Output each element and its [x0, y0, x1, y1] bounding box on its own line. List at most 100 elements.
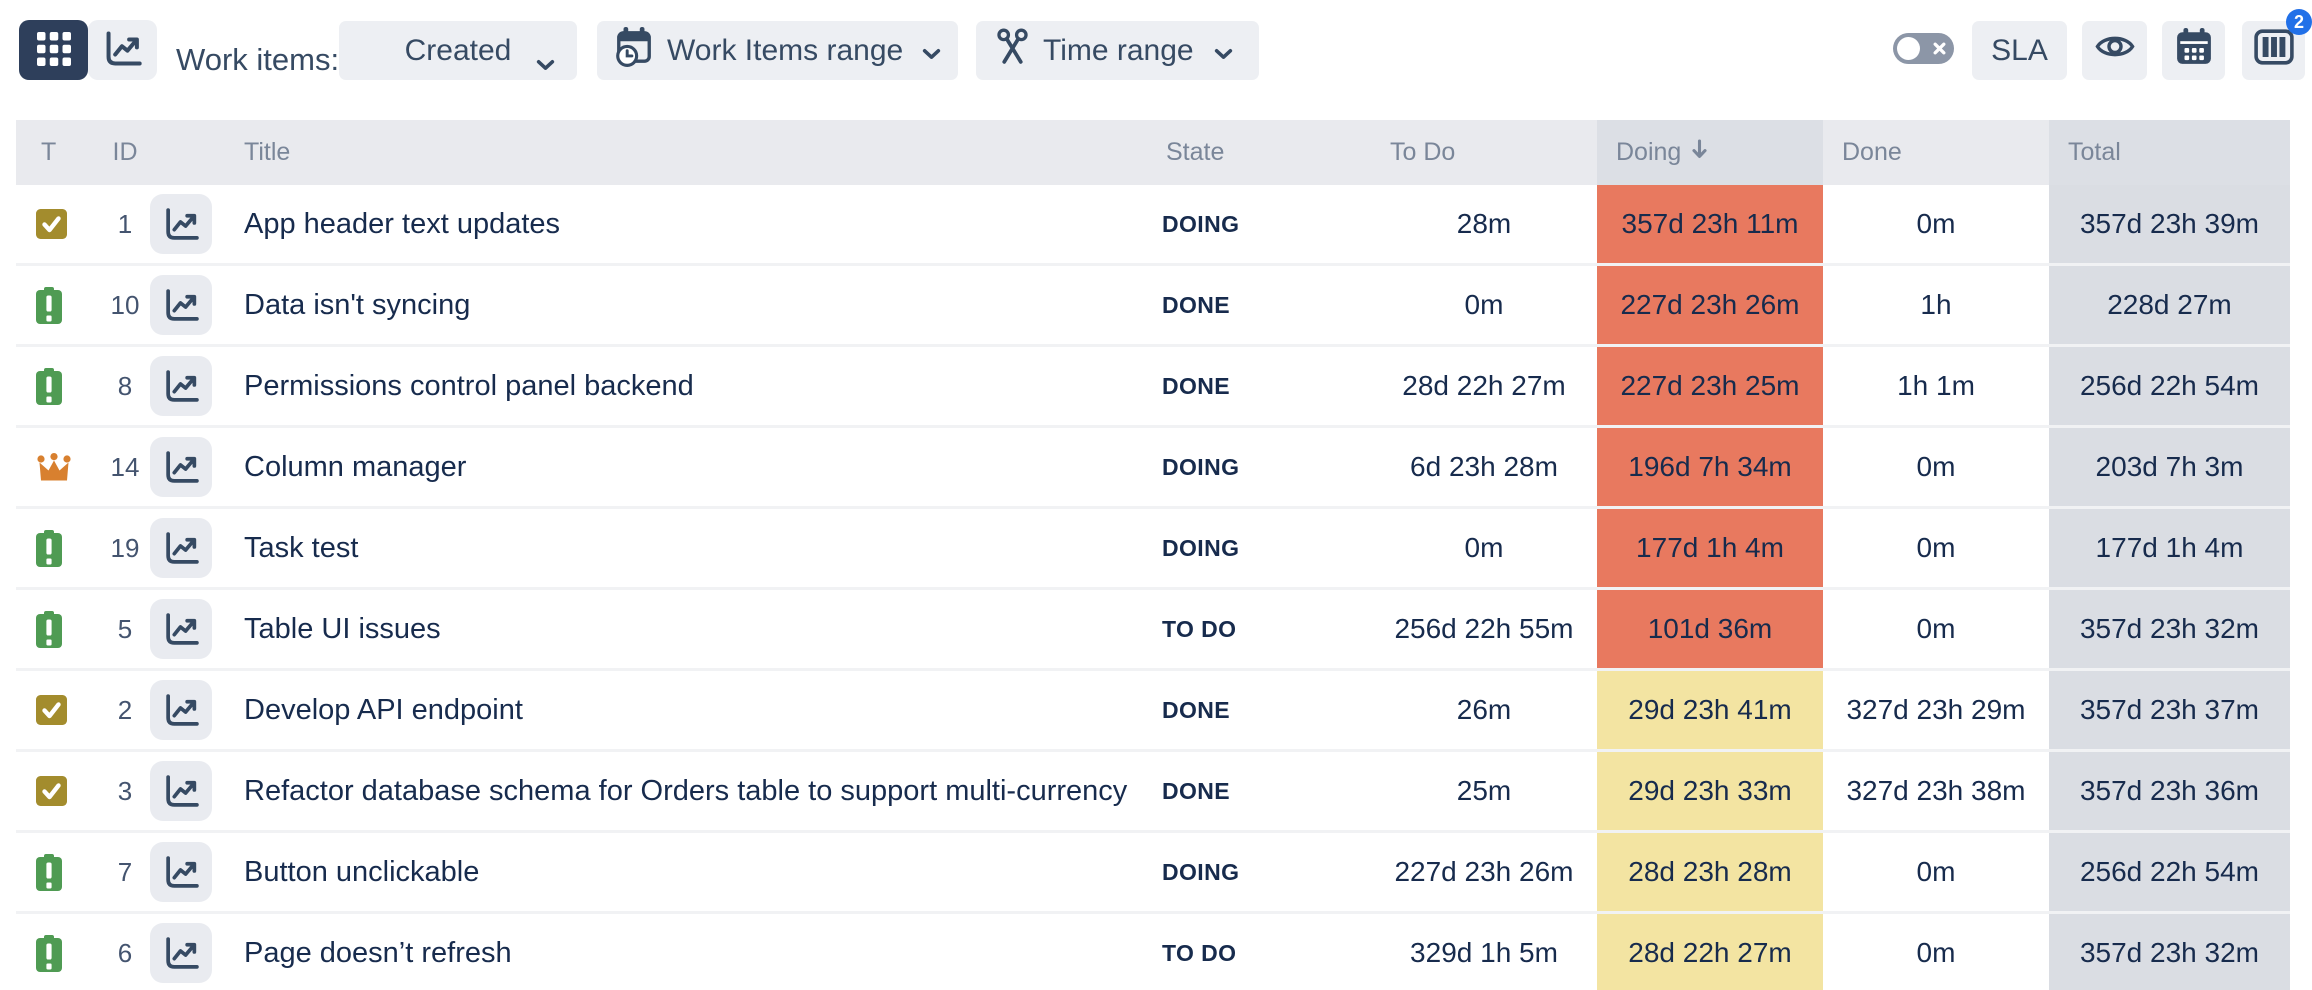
work-item-title[interactable]: Column manager: [244, 450, 467, 483]
issue-icon: [36, 610, 62, 648]
row-chart-button[interactable]: [150, 518, 212, 578]
chart-cell: [150, 914, 230, 990]
row-chart-button[interactable]: [150, 599, 212, 659]
chart-view-button[interactable]: [88, 20, 157, 80]
type-cell: [16, 671, 100, 749]
done-duration: 327d 23h 38m: [1846, 775, 2026, 806]
work-item-title[interactable]: App header text updates: [244, 207, 561, 240]
work-item-id: 19: [110, 532, 140, 563]
table-row: 5 Table UI issues TO DO 256d 22h 55m 101d 36…: [16, 590, 2290, 671]
sla-button[interactable]: SLA: [1972, 21, 2067, 80]
work-item-title[interactable]: Button unclickable: [244, 855, 480, 888]
work-item-id: 2: [117, 694, 133, 725]
work-item-title[interactable]: Develop API endpoint: [244, 693, 523, 726]
total-duration: 357d 23h 32m: [2049, 590, 2290, 668]
line-chart-icon: [163, 935, 200, 972]
row-chart-button[interactable]: [150, 437, 212, 497]
toolbar: Work items: Created Work Items range: [0, 0, 2312, 120]
chart-cell: [150, 428, 230, 506]
header-id[interactable]: ID: [112, 138, 138, 166]
header-doing[interactable]: Doing: [1597, 120, 1823, 185]
state-label: DONE: [1162, 291, 1231, 318]
work-item-title[interactable]: Task test: [244, 531, 359, 564]
watch-button[interactable]: [2082, 21, 2147, 80]
line-chart-icon: [163, 692, 200, 729]
time-range-dropdown[interactable]: Time range: [976, 21, 1259, 80]
work-items-range-label: Work Items range: [667, 33, 904, 67]
header-chart-spacer: [150, 120, 230, 185]
calendar-icon: [2175, 27, 2213, 74]
type-cell: [16, 185, 100, 263]
state-label: DOING: [1162, 534, 1240, 561]
chevron-down-icon: [1214, 34, 1233, 68]
doing-duration: 29d 23h 33m: [1597, 752, 1823, 830]
line-chart-icon: [163, 368, 200, 405]
doing-duration: 177d 1h 4m: [1597, 509, 1823, 587]
doing-duration: 29d 23h 41m: [1597, 671, 1823, 749]
total-duration: 256d 22h 54m: [2049, 833, 2290, 911]
work-item-title[interactable]: Permissions control panel backend: [244, 369, 694, 402]
state-label: TO DO: [1162, 615, 1237, 642]
toggle-off-switch[interactable]: [1893, 33, 1954, 64]
row-chart-button[interactable]: [150, 275, 212, 335]
state-label: DONE: [1162, 777, 1231, 804]
chart-cell: [150, 185, 230, 263]
total-duration: 256d 22h 54m: [2049, 347, 2290, 425]
header-todo[interactable]: To Do: [1390, 138, 1456, 166]
created-dropdown[interactable]: Created: [339, 21, 577, 80]
todo-duration: 329d 1h 5m: [1410, 937, 1558, 968]
header-done[interactable]: Done: [1842, 138, 1902, 166]
type-cell: [16, 590, 100, 668]
row-chart-button[interactable]: [150, 194, 212, 254]
columns-icon: [2253, 28, 2294, 73]
header-type[interactable]: T: [41, 138, 57, 166]
chart-cell: [150, 509, 230, 587]
task-icon: [36, 695, 67, 725]
total-duration: 357d 23h 36m: [2049, 752, 2290, 830]
work-item-title[interactable]: Refactor database schema for Orders tabl…: [244, 774, 1128, 807]
row-chart-button[interactable]: [150, 842, 212, 902]
done-duration: 1h: [1920, 289, 1952, 320]
header-total[interactable]: Total: [2049, 120, 2290, 185]
chart-cell: [150, 266, 230, 344]
header-title[interactable]: Title: [244, 138, 291, 166]
state-label: DONE: [1162, 696, 1231, 723]
columns-count-badge: 2: [2286, 9, 2312, 35]
chevron-down-icon: [922, 34, 941, 68]
type-cell: [16, 428, 100, 506]
row-chart-button[interactable]: [150, 761, 212, 821]
line-chart-icon: [163, 287, 200, 324]
chart-cell: [150, 671, 230, 749]
header-state[interactable]: State: [1166, 138, 1225, 166]
line-chart-icon: [163, 773, 200, 810]
toggle-knob: [1897, 37, 1920, 60]
row-chart-button[interactable]: [150, 680, 212, 740]
table-view-button[interactable]: [19, 20, 88, 80]
work-item-title[interactable]: Data isn't syncing: [244, 288, 471, 321]
line-chart-icon: [163, 449, 200, 486]
state-label: DOING: [1162, 210, 1240, 237]
work-item-id: 3: [117, 775, 133, 806]
work-item-title[interactable]: Page doesn’t refresh: [244, 936, 512, 969]
doing-duration: 357d 23h 11m: [1597, 185, 1823, 263]
done-duration: 0m: [1916, 532, 1956, 563]
total-duration: 357d 23h 32m: [2049, 914, 2290, 990]
row-chart-button[interactable]: [150, 356, 212, 416]
doing-duration: 101d 36m: [1597, 590, 1823, 668]
doing-duration: 28d 23h 28m: [1597, 833, 1823, 911]
table-header: T ID Title State To Do Doing Done Total: [16, 120, 2290, 185]
work-items-range-dropdown[interactable]: Work Items range: [597, 21, 958, 80]
done-duration: 0m: [1916, 856, 1956, 887]
eye-icon: [2094, 31, 2136, 70]
work-item-title[interactable]: Table UI issues: [244, 612, 441, 645]
calendar-button[interactable]: [2162, 21, 2225, 80]
row-chart-button[interactable]: [150, 923, 212, 983]
chart-cell: [150, 752, 230, 830]
task-icon: [36, 776, 67, 806]
table-row: 2 Develop API endpoint DONE 26m 29d 23h 41m 3…: [16, 671, 2290, 752]
total-duration: 357d 23h 37m: [2049, 671, 2290, 749]
type-cell: [16, 509, 100, 587]
type-cell: [16, 833, 100, 911]
table-row: 6 Page doesn’t refresh TO DO 329d 1h 5m 28d …: [16, 914, 2290, 990]
